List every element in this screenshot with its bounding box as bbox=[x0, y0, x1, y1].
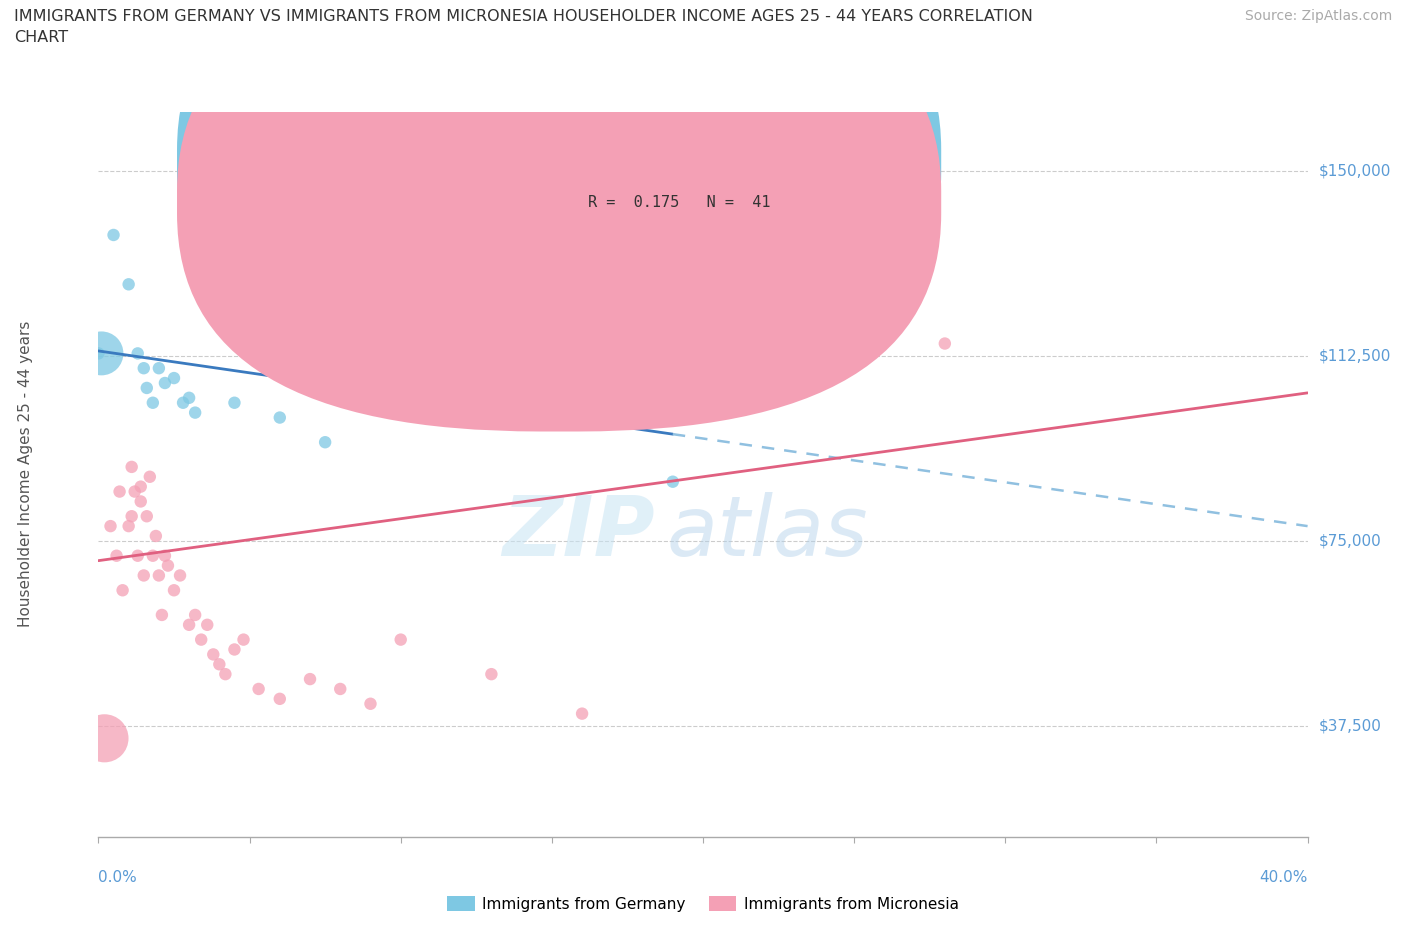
Point bbox=[269, 410, 291, 425]
Text: ZIP: ZIP bbox=[502, 492, 655, 573]
Point bbox=[118, 277, 141, 292]
Point bbox=[172, 395, 194, 410]
Point bbox=[934, 336, 956, 351]
Point bbox=[156, 558, 179, 573]
Point bbox=[153, 549, 176, 564]
Text: 40.0%: 40.0% bbox=[1260, 870, 1308, 884]
Point bbox=[132, 361, 155, 376]
Point bbox=[232, 632, 254, 647]
Point bbox=[93, 731, 115, 746]
Point bbox=[121, 509, 143, 524]
Point bbox=[139, 470, 162, 485]
Point bbox=[214, 667, 236, 682]
Point bbox=[127, 549, 149, 564]
Point bbox=[269, 691, 291, 706]
Text: IMMIGRANTS FROM GERMANY VS IMMIGRANTS FROM MICRONESIA HOUSEHOLDER INCOME AGES 25: IMMIGRANTS FROM GERMANY VS IMMIGRANTS FR… bbox=[14, 9, 1033, 46]
Point bbox=[90, 346, 112, 361]
Point bbox=[224, 642, 246, 657]
Text: R =  0.175   N =  41: R = 0.175 N = 41 bbox=[588, 194, 770, 210]
Text: $75,000: $75,000 bbox=[1319, 534, 1382, 549]
Point bbox=[150, 607, 173, 622]
Point bbox=[142, 549, 165, 564]
Point bbox=[127, 346, 149, 361]
Point bbox=[571, 706, 593, 721]
Text: Householder Income Ages 25 - 44 years: Householder Income Ages 25 - 44 years bbox=[18, 321, 34, 628]
Point bbox=[195, 618, 218, 632]
Point bbox=[111, 583, 134, 598]
Point bbox=[184, 405, 207, 420]
Point bbox=[540, 410, 562, 425]
Point bbox=[190, 632, 212, 647]
Point bbox=[202, 647, 225, 662]
Point bbox=[177, 391, 201, 405]
Text: $112,500: $112,500 bbox=[1319, 349, 1391, 364]
Point bbox=[105, 549, 128, 564]
Point bbox=[177, 618, 201, 632]
Point bbox=[135, 509, 157, 524]
Point bbox=[153, 376, 176, 391]
Text: 0.0%: 0.0% bbox=[98, 870, 138, 884]
Point bbox=[142, 395, 165, 410]
Point bbox=[661, 474, 683, 489]
Point bbox=[481, 667, 503, 682]
Point bbox=[129, 494, 152, 509]
Text: $37,500: $37,500 bbox=[1319, 719, 1382, 734]
Point bbox=[247, 682, 270, 697]
Point bbox=[118, 519, 141, 534]
FancyBboxPatch shape bbox=[512, 127, 894, 237]
Point bbox=[389, 632, 412, 647]
Point bbox=[108, 485, 131, 499]
Point bbox=[148, 361, 170, 376]
Point bbox=[314, 435, 336, 450]
Text: R = -0.294   N = 20: R = -0.294 N = 20 bbox=[588, 153, 762, 168]
Point bbox=[145, 528, 167, 543]
Point bbox=[121, 459, 143, 474]
FancyBboxPatch shape bbox=[177, 0, 941, 432]
Point bbox=[329, 682, 352, 697]
Point bbox=[169, 568, 191, 583]
Point bbox=[208, 657, 231, 671]
Legend: Immigrants from Germany, Immigrants from Micronesia: Immigrants from Germany, Immigrants from… bbox=[441, 889, 965, 918]
Point bbox=[163, 583, 186, 598]
Point bbox=[124, 485, 146, 499]
Text: atlas: atlas bbox=[666, 492, 869, 573]
Point bbox=[103, 228, 125, 243]
Point bbox=[163, 371, 186, 386]
FancyBboxPatch shape bbox=[177, 0, 941, 391]
Point bbox=[135, 380, 157, 395]
Point bbox=[571, 361, 593, 376]
Point bbox=[148, 568, 170, 583]
Text: Source: ZipAtlas.com: Source: ZipAtlas.com bbox=[1244, 9, 1392, 23]
Point bbox=[100, 519, 122, 534]
Point bbox=[184, 607, 207, 622]
Point bbox=[129, 479, 152, 494]
Text: $150,000: $150,000 bbox=[1319, 164, 1391, 179]
Point bbox=[87, 346, 110, 361]
Point bbox=[299, 671, 322, 686]
Point bbox=[132, 568, 155, 583]
Point bbox=[224, 395, 246, 410]
Point bbox=[360, 697, 382, 711]
